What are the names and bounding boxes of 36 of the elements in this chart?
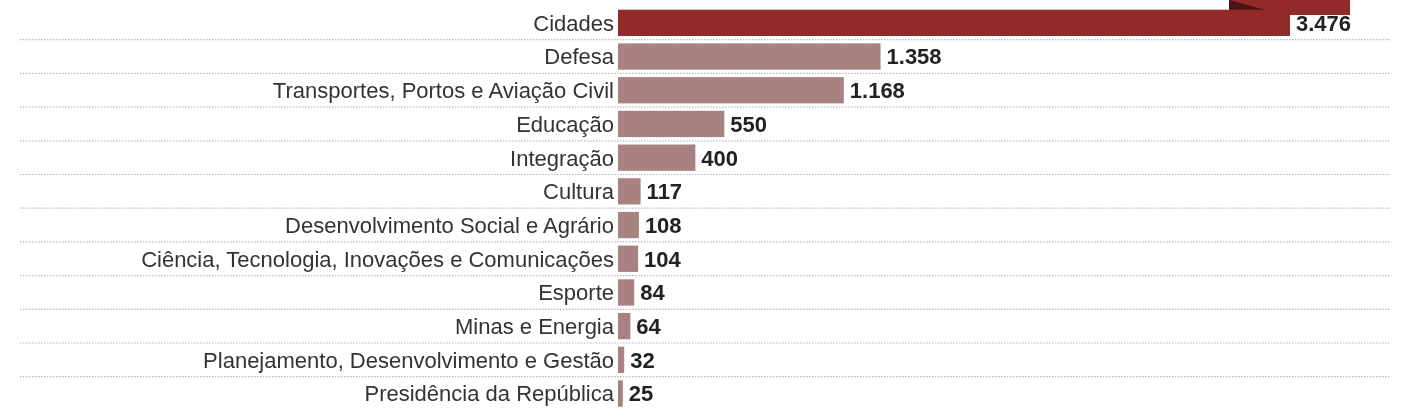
bar xyxy=(618,178,641,205)
bar xyxy=(618,279,635,306)
data-label: 32 xyxy=(630,347,655,373)
bar xyxy=(618,245,639,272)
y-tick-label: Minas e Energia xyxy=(455,314,615,340)
data-label: 64 xyxy=(636,314,662,340)
data-label: 108 xyxy=(644,212,682,238)
y-tick-label: Esporte xyxy=(538,280,614,306)
y-tick-label: Cidades xyxy=(533,10,614,36)
y-tick-label: Planejamento, Desenvolvimento e Gestão xyxy=(203,347,614,373)
y-tick-label: Educação xyxy=(516,111,614,137)
y-tick-label: Ciência, Tecnologia, Inovações e Comunicações xyxy=(141,246,614,272)
data-label: 550 xyxy=(730,111,768,137)
bar xyxy=(618,43,881,70)
bar xyxy=(618,144,696,171)
bar xyxy=(618,110,725,138)
bar xyxy=(618,380,623,407)
data-label: 117 xyxy=(646,179,683,205)
data-label: 3.476 xyxy=(1296,10,1352,36)
data-label: 1.358 xyxy=(886,44,942,70)
y-tick-label: Desenvolvimento Social e Agrário xyxy=(285,212,614,238)
y-tick-label: Cultura xyxy=(543,179,615,205)
y-tick-label: Presidência da República xyxy=(364,381,615,407)
data-label: 84 xyxy=(640,280,666,306)
bar xyxy=(618,346,625,373)
bar xyxy=(618,211,639,239)
bar xyxy=(618,77,844,104)
y-tick-label: Integração xyxy=(510,145,614,171)
bar xyxy=(618,9,1290,36)
bar xyxy=(618,313,631,340)
data-label: 25 xyxy=(628,381,654,407)
data-label: 1.168 xyxy=(849,78,905,104)
y-tick-label: Transportes, Portos e Aviação Civil xyxy=(272,78,614,104)
data-label: 104 xyxy=(644,246,682,272)
data-label: 400 xyxy=(701,145,739,171)
y-tick-label: Defesa xyxy=(544,44,615,70)
